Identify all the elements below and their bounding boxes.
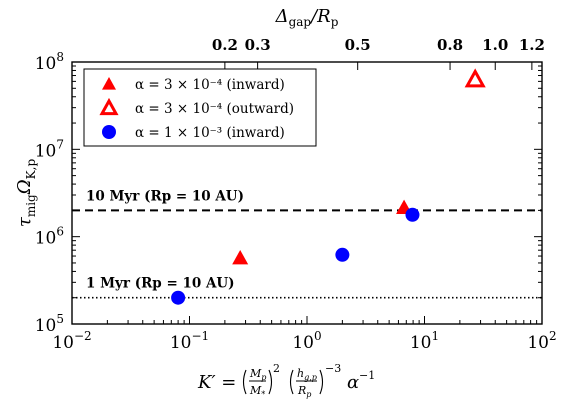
legend: α = 3 × 10⁻⁴ (inward) α = 3 × 10⁻⁴ (outwa… <box>83 68 317 147</box>
svg-text:Rp: Rp <box>297 384 311 399</box>
legend-marker-1 <box>102 77 116 90</box>
tick-labels: 0.2 0.3 0.5 0.8 1.0 1.210−2 10−1 100 101 10210510… <box>35 36 557 353</box>
reference-lines: 10 Myr (Rp = 10 AU) 1 Myr (Rp = 10 AU) <box>72 188 542 299</box>
svg-text:α: α <box>347 372 359 393</box>
svg-text:2: 2 <box>273 362 280 375</box>
svg-text:−3: −3 <box>325 362 341 375</box>
legend-label-1: α = 3 × 10⁻⁴ (inward) <box>135 77 285 93</box>
x-tick-label: 10−2 <box>52 329 91 353</box>
svg-text:−1: −1 <box>359 369 375 382</box>
data-points <box>171 68 486 305</box>
data-point-series-1 <box>232 249 249 265</box>
y-axis-title: τmigΩK,p <box>14 159 38 228</box>
data-point-series-2 <box>464 68 486 88</box>
svg-text:Mp: Mp <box>249 367 266 382</box>
legend-marker-2 <box>99 97 119 116</box>
top-tick-label: 1.0 <box>482 36 508 54</box>
x-tick-label: 102 <box>527 329 556 353</box>
y-tick-label: 107 <box>35 137 64 161</box>
x-tick-label: 10−1 <box>170 329 209 353</box>
data-point-series-3 <box>171 290 186 305</box>
top-tick-label: 0.3 <box>245 36 271 54</box>
x-tick-label: 101 <box>410 329 439 353</box>
reference-label-1myr: 1 Myr (Rp = 10 AU) <box>86 276 235 292</box>
top-tick-label: 0.2 <box>212 36 238 54</box>
top-axis-title: Δgap/Rp <box>275 6 339 29</box>
y-tick-label: 108 <box>35 50 64 74</box>
ticks <box>71 61 543 325</box>
x-tick-label: 100 <box>292 329 321 353</box>
legend-marker-3 <box>102 125 116 139</box>
top-tick-label: 1.2 <box>519 36 545 54</box>
svg-text:hg,p: hg,p <box>297 367 317 382</box>
x-axis-title: K′ = Mp M* 2 hg,p Rp −3 α −1 <box>197 362 375 399</box>
reference-label-10myr: 10 Myr (Rp = 10 AU) <box>86 188 244 204</box>
top-tick-label: 0.8 <box>437 36 463 54</box>
legend-label-3: α = 1 × 10⁻³ (inward) <box>135 125 285 141</box>
svg-text:τmigΩK,p: τmigΩK,p <box>14 159 38 228</box>
legend-box <box>83 68 317 147</box>
svg-text:M*: M* <box>249 384 265 399</box>
top-tick-label: 0.5 <box>345 36 371 54</box>
svg-text:K′ =: K′ = <box>197 372 236 393</box>
data-point-series-3 <box>405 207 420 222</box>
y-tick-label: 106 <box>35 225 64 249</box>
data-point-series-3 <box>335 247 350 262</box>
legend-label-2: α = 3 × 10⁻⁴ (outward) <box>135 101 294 117</box>
